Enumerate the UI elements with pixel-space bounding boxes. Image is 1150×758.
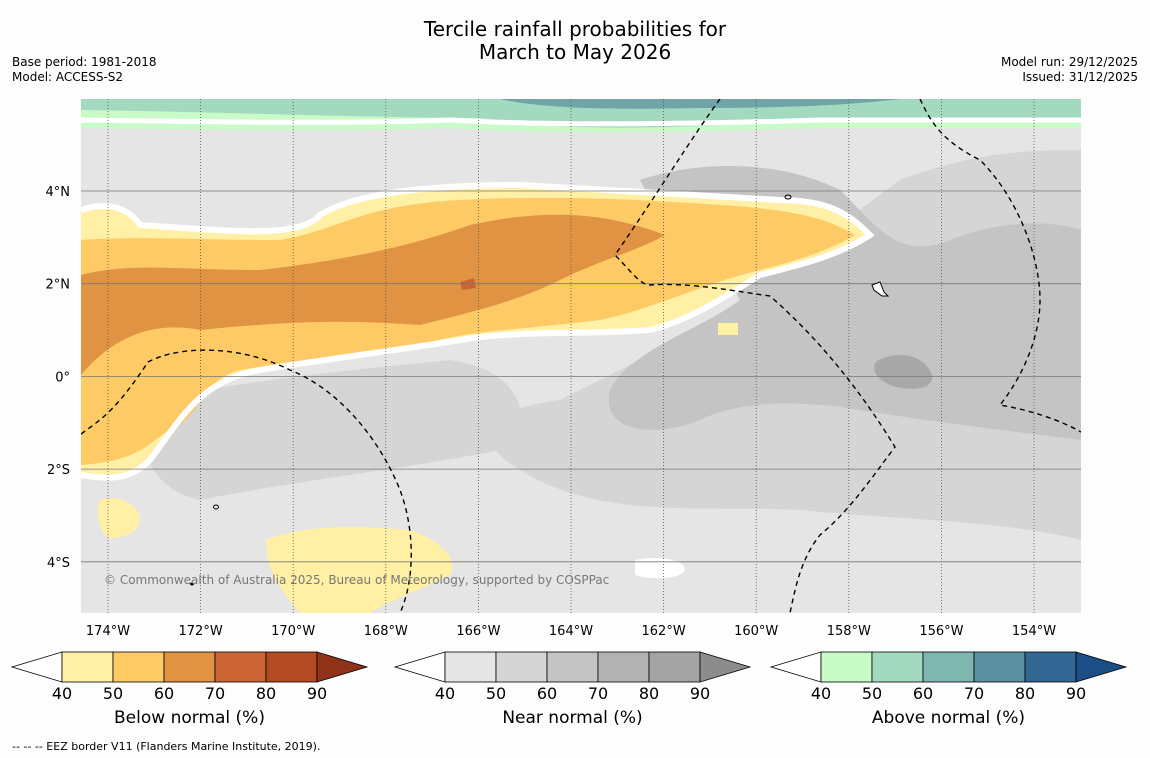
- below-colorbar-low-cap: [10, 651, 63, 683]
- below-normal-50: [81, 197, 855, 465]
- near-normal-80: [874, 355, 933, 389]
- above-colorbar-segment: [973, 651, 1026, 683]
- above-colorbar-tick: 50: [862, 684, 882, 703]
- near-colorbar-tick: 40: [435, 684, 455, 703]
- below-normal-60: [81, 214, 665, 375]
- title-line-2: March to May 2026: [478, 40, 672, 64]
- colorbars: 40 50 60 70 80 90 40 50 60 70 80 90 40 50 60 70 80 90: [10, 651, 1128, 703]
- lat-label: 2°S: [47, 463, 70, 478]
- near-colorbar-low-cap: [393, 651, 446, 683]
- below-colorbar-tick: 70: [205, 684, 225, 703]
- below-colorbar-tick: 40: [52, 684, 72, 703]
- near-colorbar-tick: 70: [588, 684, 608, 703]
- above-normal-outline: [81, 117, 1081, 127]
- near-colorbar-tick: 90: [690, 684, 710, 703]
- island-phoenix: [213, 504, 219, 510]
- meta-left: Base period: 1981-2018 Model: ACCESS-S2: [12, 55, 157, 85]
- below-colorbar-tick: 60: [154, 684, 174, 703]
- longitude-labels: 174°W 172°W 170°W 168°W 166°W 164°W 162°W 160°W…: [86, 624, 1056, 639]
- below-colorbar-tick: 50: [103, 684, 123, 703]
- lon-label: 160°W: [734, 624, 778, 639]
- lon-label: 166°W: [456, 624, 500, 639]
- above-colorbar-segment: [871, 651, 924, 683]
- below-colorbar-tick: 80: [256, 684, 276, 703]
- lon-label: 174°W: [86, 624, 130, 639]
- model-run: Model run: 29/12/2025: [1000, 55, 1138, 69]
- lon-label: 158°W: [827, 624, 871, 639]
- above-normal-60: [500, 99, 900, 109]
- above-colorbar-tick: 80: [1015, 684, 1035, 703]
- meta-right: Model run: 29/12/2025 Issued: 31/12/2025: [1001, 55, 1138, 85]
- above-colorbar-tick: 60: [913, 684, 933, 703]
- lon-label: 168°W: [364, 624, 408, 639]
- above-normal-label: Above normal (%): [871, 708, 1026, 728]
- near-colorbar-segment: [597, 651, 650, 683]
- lon-label: 156°W: [919, 624, 963, 639]
- near-colorbar-segment: [495, 651, 548, 683]
- eez-border-east: [919, 99, 1081, 433]
- graticule: [81, 99, 1081, 613]
- above-colorbar-segment: [922, 651, 975, 683]
- lon-label: 170°W: [271, 624, 315, 639]
- below-normal-label: Below normal (%): [114, 708, 265, 728]
- map-fill: [81, 99, 1081, 613]
- latitude-labels: 4°N 2°N 0° 2°S 4°S: [46, 185, 71, 571]
- credit-text: © Commonwealth of Australia 2025, Bureau…: [104, 573, 609, 587]
- below-colorbar-segment: [214, 651, 267, 683]
- lon-label: 164°W: [549, 624, 593, 639]
- near-colorbar-high-cap: [699, 651, 752, 683]
- lon-label: 162°W: [642, 624, 686, 639]
- near-colorbar-tick: 50: [486, 684, 506, 703]
- above-colorbar-segment: [1024, 651, 1077, 683]
- below-normal-south: [266, 527, 453, 613]
- below-colorbar-segment: [112, 651, 165, 683]
- title-line-1: Tercile rainfall probabilities for: [423, 17, 727, 41]
- island-kiritimati: [871, 281, 890, 297]
- near-colorbar-segment: [444, 651, 497, 683]
- below-colorbar-segment: [163, 651, 216, 683]
- above-colorbar-tick: 90: [1066, 684, 1086, 703]
- below-normal-southwest: [98, 498, 140, 538]
- issued-date: Issued: 31/12/2025: [1022, 70, 1138, 84]
- base-period: Base period: 1981-2018: [12, 55, 157, 69]
- lon-label: 154°W: [1012, 624, 1056, 639]
- lat-label: 4°N: [46, 185, 71, 200]
- above-colorbar-tick: 70: [964, 684, 984, 703]
- island-teraina: [784, 194, 792, 200]
- below-colorbar-segment: [61, 651, 114, 683]
- lat-label: 2°N: [46, 278, 71, 293]
- chart-title: Tercile rainfall probabilities for March…: [0, 18, 1150, 64]
- below-colorbar-segment: [265, 651, 318, 683]
- lon-label: 172°W: [179, 624, 223, 639]
- above-colorbar-low-cap: [769, 651, 822, 683]
- eez-footnote: -- -- -- EEZ border V11 (Flanders Marine…: [12, 740, 321, 753]
- below-normal-patch: [718, 323, 738, 335]
- model-name: Model: ACCESS-S2: [12, 70, 124, 84]
- below-normal-outline: [81, 181, 875, 481]
- above-colorbar-segment: [820, 651, 873, 683]
- near-colorbar-tick: 80: [639, 684, 659, 703]
- below-colorbar-high-cap: [316, 651, 369, 683]
- near-colorbar-tick: 60: [537, 684, 557, 703]
- white-patch: [635, 558, 685, 579]
- above-colorbar-high-cap: [1075, 651, 1128, 683]
- island-south: [190, 582, 194, 586]
- near-normal-50-west: [142, 360, 521, 500]
- eez-border-center: [614, 99, 896, 613]
- near-colorbar-segment: [546, 651, 599, 683]
- lat-label: 4°S: [47, 556, 70, 571]
- below-colorbar-tick: 90: [307, 684, 327, 703]
- lat-label: 0°: [55, 370, 70, 385]
- near-colorbar-segment: [648, 651, 701, 683]
- above-colorbar-tick: 40: [811, 684, 831, 703]
- eez-border-west: [81, 349, 412, 613]
- near-normal-label: Near normal (%): [502, 708, 643, 728]
